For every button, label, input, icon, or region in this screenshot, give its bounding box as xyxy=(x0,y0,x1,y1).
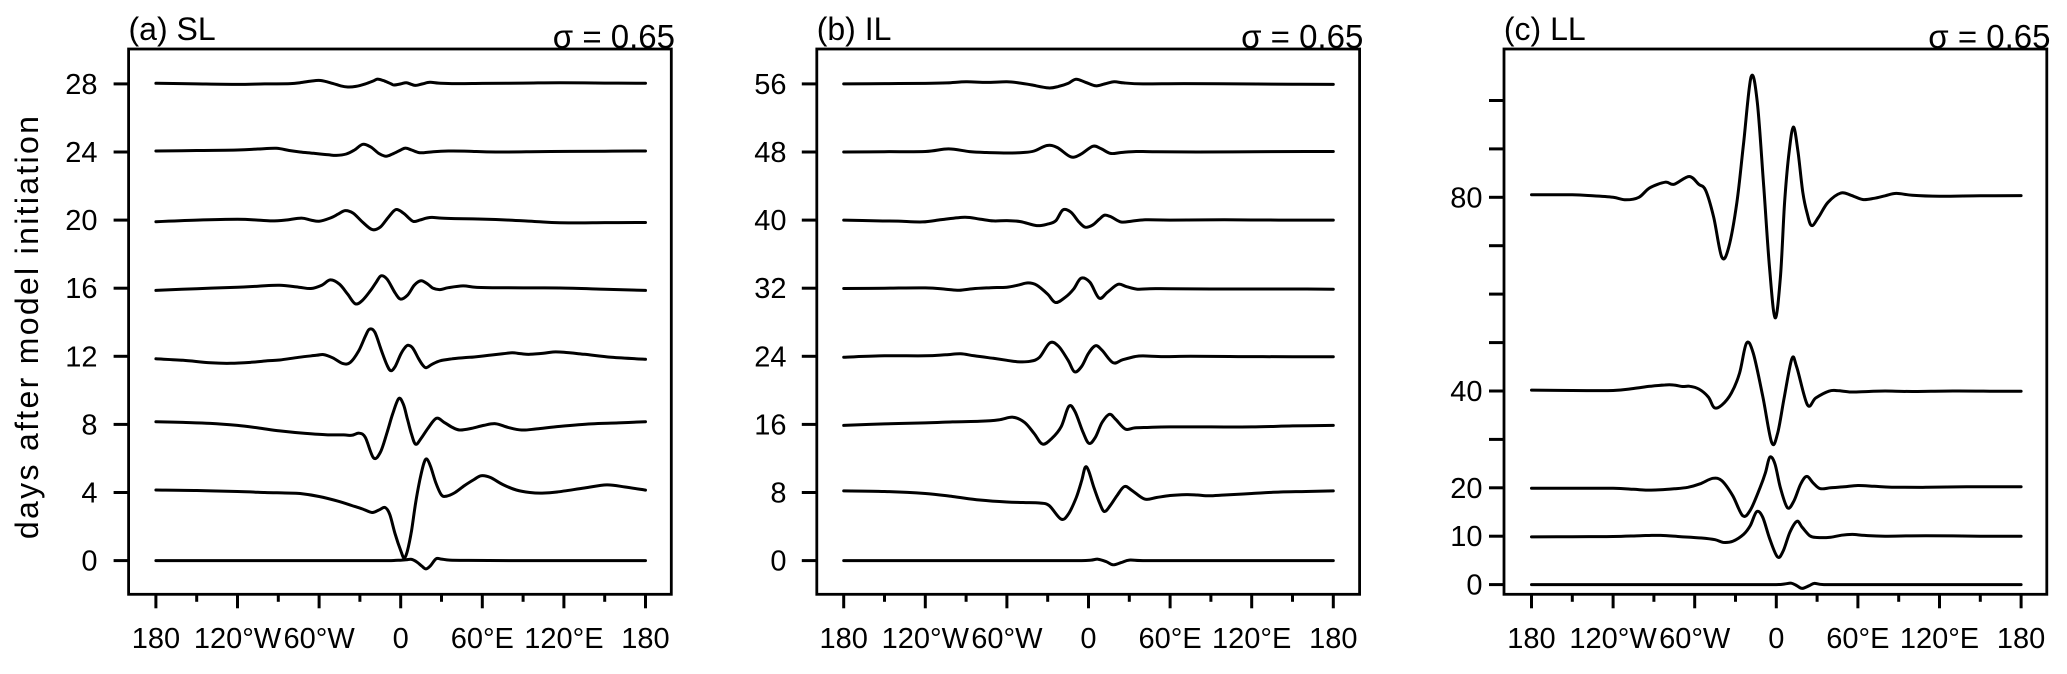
svg-text:180: 180 xyxy=(1997,623,2045,655)
svg-text:16: 16 xyxy=(65,273,97,305)
svg-text:σ = 0.65: σ = 0.65 xyxy=(1928,18,2050,55)
svg-text:8: 8 xyxy=(81,409,97,441)
svg-text:120°E: 120°E xyxy=(1900,623,1979,655)
svg-text:0: 0 xyxy=(1466,570,1482,602)
svg-text:60°E: 60°E xyxy=(451,623,514,655)
svg-text:28: 28 xyxy=(65,69,97,101)
svg-text:60°W: 60°W xyxy=(971,623,1043,655)
svg-text:80: 80 xyxy=(1450,182,1482,214)
svg-text:40: 40 xyxy=(1450,376,1482,408)
svg-text:60°W: 60°W xyxy=(1659,623,1731,655)
svg-text:180: 180 xyxy=(820,623,868,655)
svg-text:days after model initiation: days after model initiation xyxy=(9,116,45,539)
svg-text:24: 24 xyxy=(65,137,97,169)
svg-text:180: 180 xyxy=(1309,623,1357,655)
svg-text:(c) LL: (c) LL xyxy=(1504,11,1586,47)
svg-text:120°E: 120°E xyxy=(1212,623,1291,655)
svg-text:16: 16 xyxy=(754,409,786,441)
svg-text:180: 180 xyxy=(621,623,669,655)
svg-text:48: 48 xyxy=(754,137,786,169)
svg-text:0: 0 xyxy=(1768,623,1784,655)
svg-text:24: 24 xyxy=(754,341,786,373)
svg-text:20: 20 xyxy=(1450,473,1482,505)
svg-text:180: 180 xyxy=(132,623,180,655)
svg-text:56: 56 xyxy=(754,69,786,101)
svg-text:4: 4 xyxy=(81,478,97,510)
svg-text:σ = 0.65: σ = 0.65 xyxy=(1241,18,1363,55)
svg-text:σ = 0.65: σ = 0.65 xyxy=(553,18,675,55)
svg-text:60°W: 60°W xyxy=(283,623,355,655)
svg-text:120°W: 120°W xyxy=(194,623,282,655)
svg-text:0: 0 xyxy=(770,546,786,578)
svg-text:0: 0 xyxy=(81,546,97,578)
svg-text:120°E: 120°E xyxy=(524,623,603,655)
svg-text:32: 32 xyxy=(754,273,786,305)
svg-text:(b) IL: (b) IL xyxy=(817,11,892,47)
svg-text:120°W: 120°W xyxy=(882,623,970,655)
svg-text:8: 8 xyxy=(770,478,786,510)
svg-text:0: 0 xyxy=(393,623,409,655)
svg-text:0: 0 xyxy=(1080,623,1096,655)
svg-text:10: 10 xyxy=(1450,521,1482,553)
svg-text:(a) SL: (a) SL xyxy=(129,11,216,47)
svg-text:180: 180 xyxy=(1507,623,1555,655)
svg-text:40: 40 xyxy=(754,205,786,237)
svg-text:12: 12 xyxy=(65,341,97,373)
svg-text:20: 20 xyxy=(65,205,97,237)
svg-text:120°W: 120°W xyxy=(1569,623,1657,655)
svg-text:60°E: 60°E xyxy=(1826,623,1889,655)
svg-text:60°E: 60°E xyxy=(1138,623,1201,655)
